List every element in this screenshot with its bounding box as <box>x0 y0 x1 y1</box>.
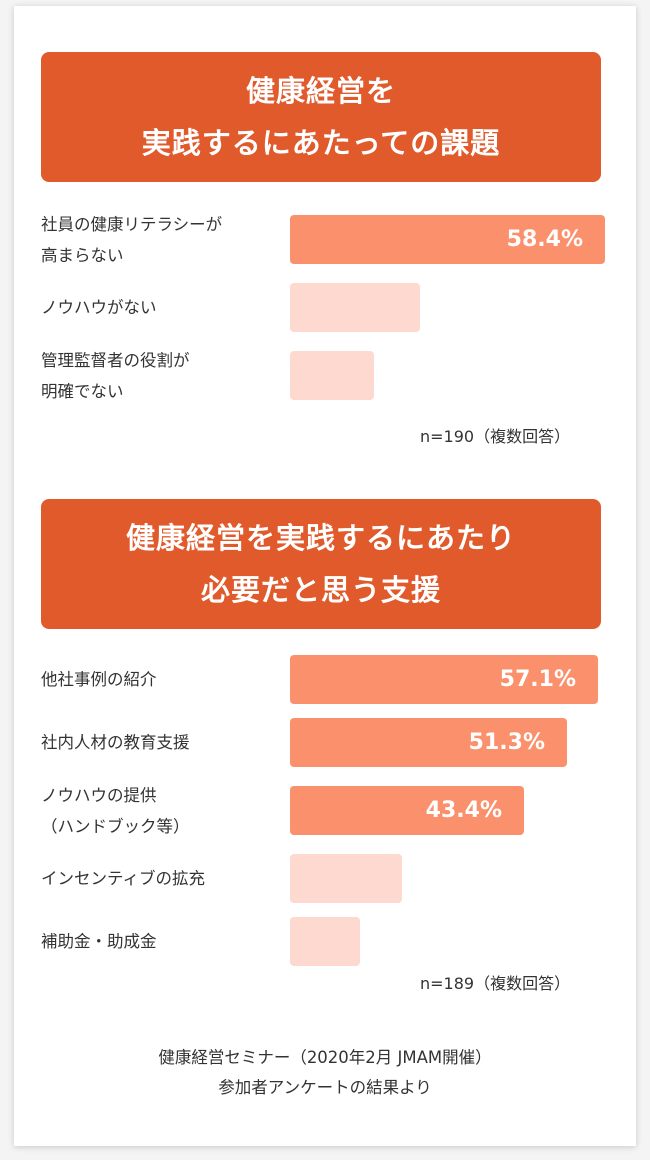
bar-2-4 <box>290 854 402 903</box>
bar-1-1 <box>290 215 605 264</box>
section1-title-line2: 実践するにあたっての課題 <box>141 126 501 160</box>
footer-line1: 健康経営セミナー（2020年2月 JMAM開催） <box>158 1048 492 1067</box>
value-label-2-2: 51.3% <box>468 730 545 755</box>
bar-2-5 <box>290 917 360 966</box>
section1-title-banner: 健康経営を 実践するにあたっての課題 <box>41 52 601 182</box>
category-label-2-2: 社内人材の教育支援 <box>41 733 190 752</box>
section2-title-banner: 健康経営を実践するにあたり 必要だと思う支援 <box>41 499 601 629</box>
section2-title-line2: 必要だと思う支援 <box>200 573 441 607</box>
value-label-2-1: 57.1% <box>499 667 576 692</box>
section2-sample-note: n=189（複数回答） <box>420 974 571 993</box>
category-label-1-1: 社員の健康リテラシーが 高まらない <box>41 214 223 265</box>
bar-2-3 <box>290 786 524 835</box>
footer-source: 健康経営セミナー（2020年2月 JMAM開催） 参加者アンケートの結果より <box>0 1043 650 1103</box>
category-label-2-5: 補助金・助成金 <box>41 932 157 951</box>
section1-sample-note: n=190（複数回答） <box>420 427 571 446</box>
bar-1-2 <box>290 283 420 332</box>
category-label-1-3: 管理監督者の役割が 明確でない <box>41 350 190 401</box>
section2-title-line1: 健康経営を実践するにあたり <box>125 521 516 555</box>
category-label-2-4: インセンティブの拡充 <box>41 869 206 888</box>
bar-2-2 <box>290 718 567 767</box>
value-label-2-3: 43.4% <box>425 798 502 823</box>
value-label-1-1: 58.4% <box>506 227 583 252</box>
footer-line2: 参加者アンケートの結果より <box>218 1078 432 1097</box>
bar-2-1 <box>290 655 598 704</box>
category-label-2-1: 他社事例の紹介 <box>41 670 157 689</box>
section1-title-line1: 健康経営を <box>245 74 396 108</box>
category-label-1-2: ノウハウがない <box>41 298 157 317</box>
category-label-2-3: ノウハウの提供 （ハンドブック等） <box>41 785 190 836</box>
bar-1-3 <box>290 351 374 400</box>
